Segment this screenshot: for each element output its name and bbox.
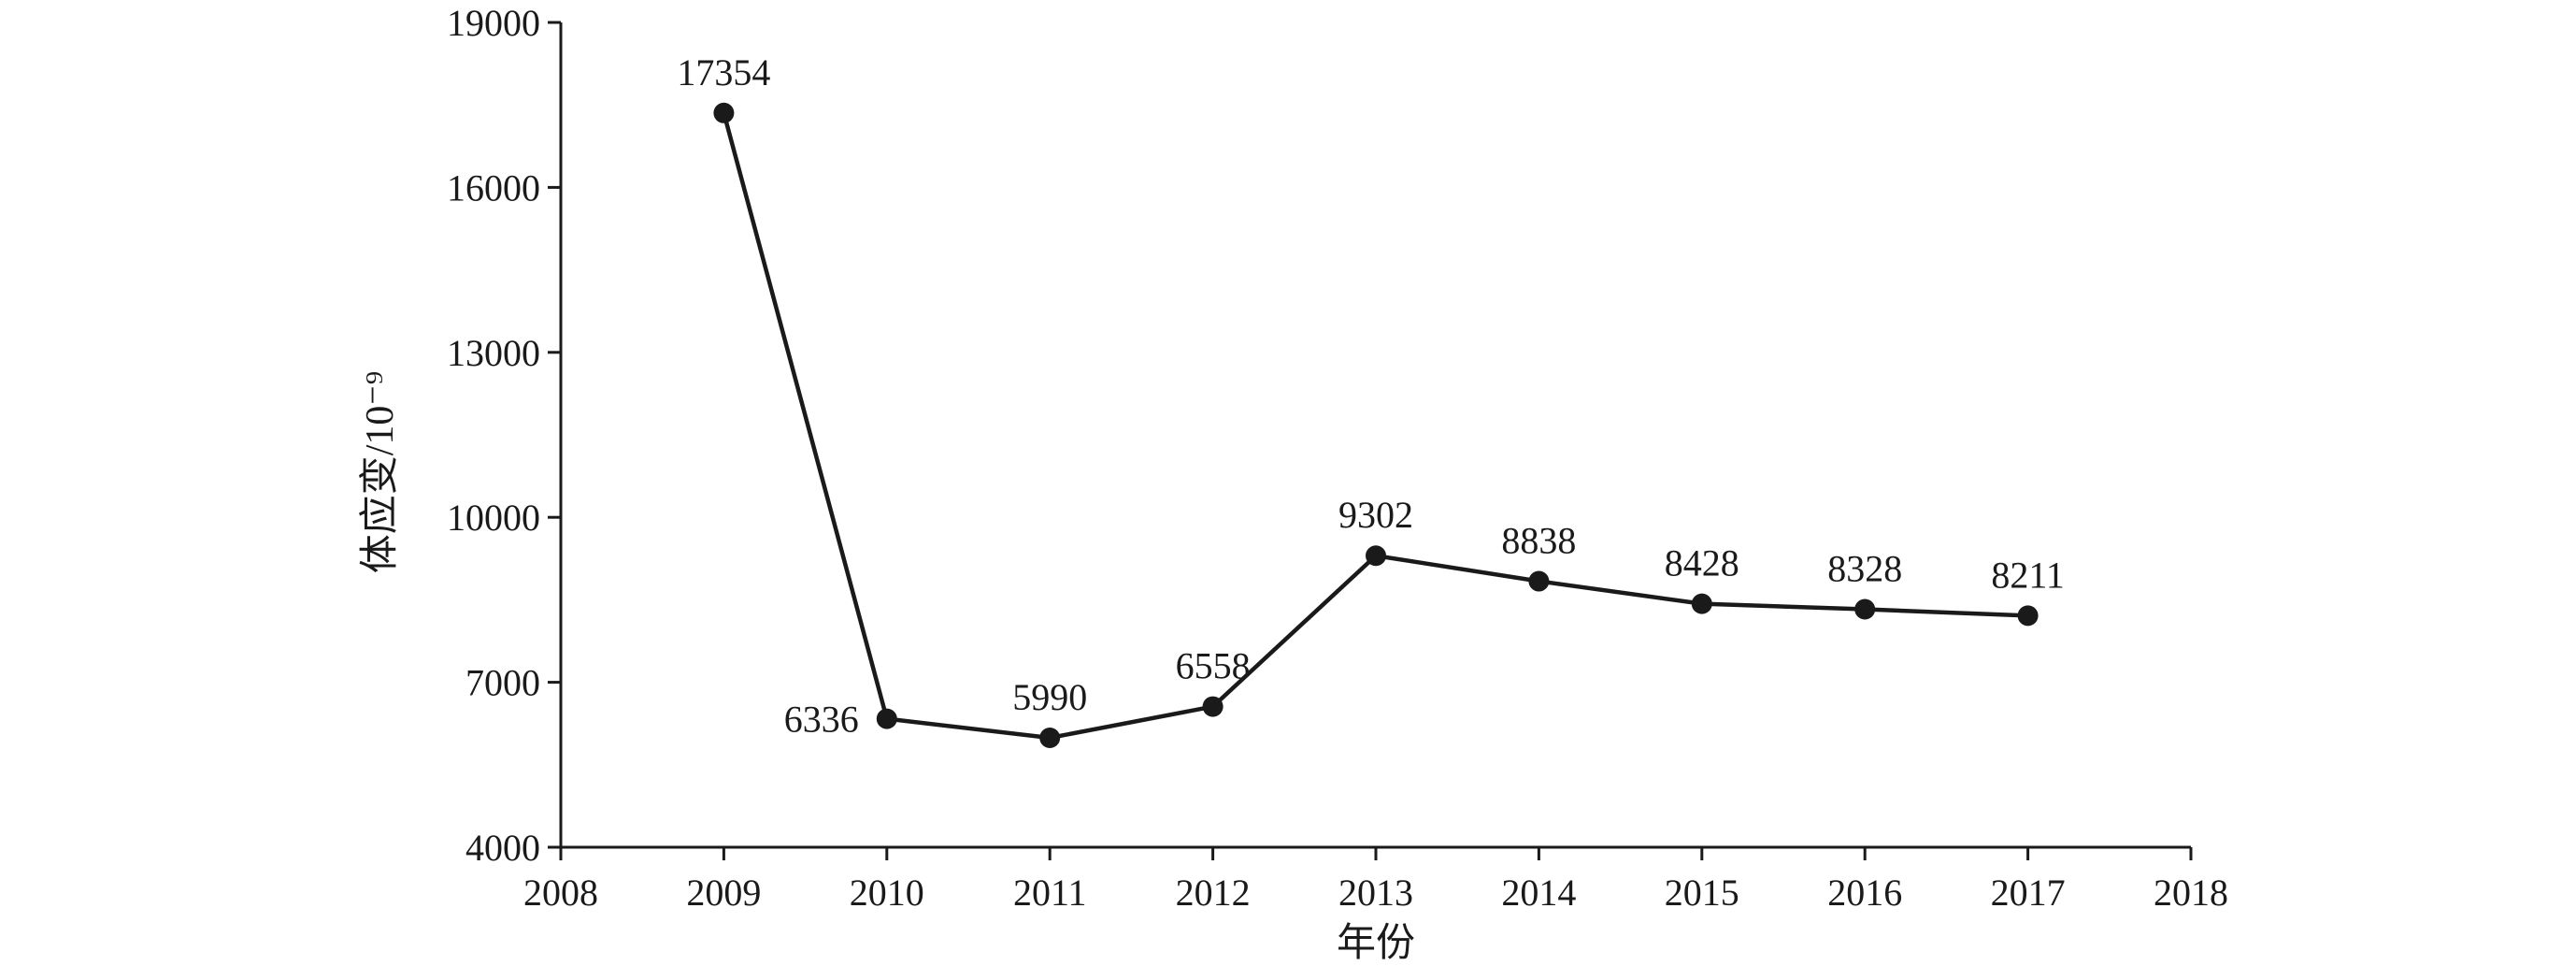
y-axis-title: 体应变/10⁻⁹: [358, 371, 402, 573]
data-label: 5990: [1012, 676, 1087, 718]
data-label: 8428: [1665, 542, 1739, 584]
y-tick-label: 16000: [447, 166, 540, 209]
x-axis-ticks: 2008 2009 2010 2011 2012 2013 2014 2015 2016 2017…: [523, 847, 2228, 914]
x-tick-label: 2008: [523, 872, 598, 914]
data-point: [1854, 598, 1876, 620]
data-point: [1366, 545, 1386, 567]
y-tick-label: 19000: [447, 2, 540, 44]
data-point: [1691, 593, 1712, 614]
data-point: [2017, 605, 2039, 627]
data-point: [876, 708, 897, 729]
x-axis-title: 年份: [1337, 921, 1415, 965]
x-tick-label: 2015: [1665, 872, 1739, 914]
data-point: [1202, 696, 1224, 717]
x-tick-label: 2014: [1501, 872, 1576, 914]
y-tick-label: 7000: [465, 662, 540, 704]
series-line: [722, 112, 2028, 741]
data-labels: 17354 6336 5990 6558 9302 8838 8428 8328 8211: [677, 51, 2064, 741]
x-tick-label: 2011: [1013, 872, 1087, 914]
series: [713, 102, 2039, 748]
data-label: 9302: [1338, 494, 1413, 536]
y-tick-label: 4000: [465, 827, 540, 869]
y-tick-label: 10000: [447, 497, 540, 539]
x-tick-label: 2012: [1176, 872, 1251, 914]
data-label: 8838: [1501, 520, 1576, 562]
x-tick-label: 2018: [2154, 872, 2228, 914]
data-point: [713, 102, 735, 123]
y-axis-ticks: 4000 7000 10000 13000 16000 19000: [447, 2, 561, 869]
x-tick-label: 2009: [686, 872, 761, 914]
x-tick-label: 2010: [850, 872, 924, 914]
x-tick-label: 2013: [1338, 872, 1413, 914]
data-label: 17354: [677, 51, 770, 94]
data-point: [1039, 727, 1061, 748]
data-label: 6336: [784, 699, 859, 741]
data-label: 8328: [1827, 548, 1902, 590]
y-tick-label: 13000: [447, 332, 540, 374]
x-tick-label: 2017: [1991, 872, 2066, 914]
data-label: 8211: [1991, 554, 2065, 596]
data-point: [1528, 570, 1550, 592]
data-label: 6558: [1176, 645, 1251, 687]
x-tick-label: 2016: [1827, 872, 1902, 914]
